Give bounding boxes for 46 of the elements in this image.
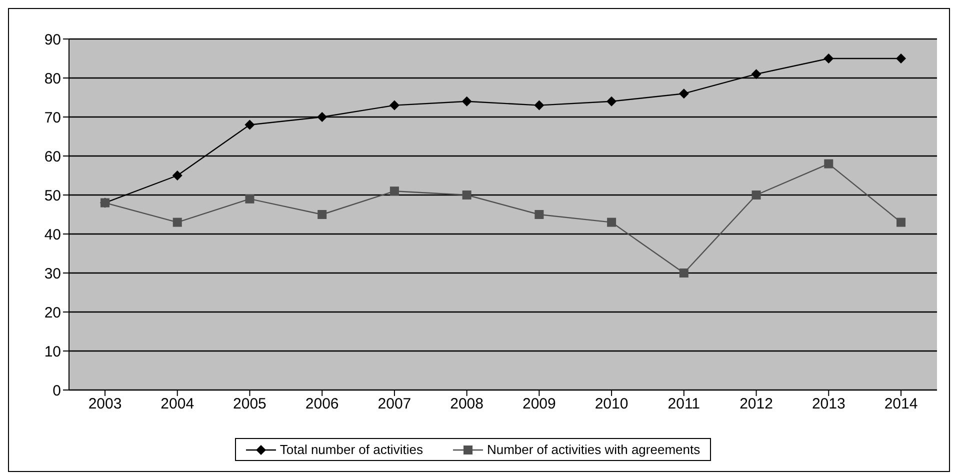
- point: [172, 170, 182, 180]
- point: [245, 194, 254, 204]
- x-tick-label: 2010: [594, 396, 628, 413]
- y-tick-label: 30: [44, 265, 61, 282]
- point: [317, 112, 328, 122]
- x-tick-label: 2011: [668, 396, 700, 413]
- point: [824, 159, 834, 168]
- point: [896, 218, 906, 227]
- point: [534, 210, 544, 219]
- point: [172, 218, 182, 227]
- y-tick-label: 70: [44, 109, 61, 126]
- y-tick-label: 90: [44, 31, 61, 48]
- x-tick-label: 2014: [884, 396, 918, 413]
- legend-label: Total number of activities: [280, 442, 423, 457]
- x-tick-label: 2013: [812, 396, 846, 413]
- x-tick-label: 2003: [88, 396, 122, 413]
- y-tick-label: 20: [44, 304, 61, 322]
- x-tick-label: 2004: [160, 396, 194, 413]
- y-tick-label: 80: [44, 70, 61, 88]
- point: [534, 100, 544, 110]
- point: [390, 186, 399, 196]
- y-tick-label: 10: [44, 343, 61, 360]
- point: [462, 96, 472, 106]
- point: [606, 96, 617, 106]
- y-tick-label: 60: [44, 148, 61, 166]
- point: [607, 218, 616, 227]
- point: [824, 54, 834, 64]
- y-tick-label: 0: [52, 382, 61, 400]
- x-tick-label: 2009: [522, 396, 556, 413]
- point: [751, 69, 762, 80]
- y-tick-label: 50: [44, 187, 61, 204]
- legend-label: Number of activities with agreements: [486, 442, 700, 457]
- point: [244, 120, 255, 130]
- point: [679, 268, 688, 278]
- y-tick-label: 40: [44, 226, 61, 244]
- x-tick-label: 2008: [450, 396, 484, 413]
- x-tick-label: 2006: [305, 396, 339, 413]
- x-tick-label: 2005: [233, 396, 266, 413]
- point: [896, 54, 906, 64]
- x-tick-label: 2007: [378, 396, 412, 413]
- point: [389, 100, 400, 110]
- point: [462, 190, 472, 200]
- point: [318, 210, 327, 219]
- point: [752, 190, 761, 200]
- x-tick-label: 2012: [740, 396, 773, 413]
- point: [678, 88, 689, 99]
